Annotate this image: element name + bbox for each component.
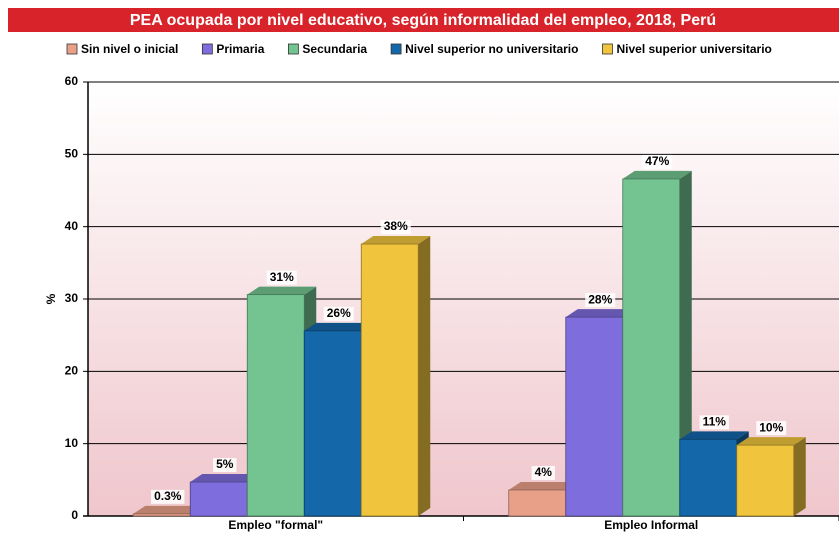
data-label: 11% bbox=[703, 414, 727, 428]
bar bbox=[360, 243, 419, 517]
bar-top bbox=[133, 505, 203, 514]
legend-label: Secundaria bbox=[302, 42, 367, 56]
y-tick-label: 60 bbox=[65, 74, 79, 88]
bar bbox=[189, 481, 248, 517]
legend: Sin nivel o inicial Primaria Secundaria Niv… bbox=[66, 42, 772, 56]
bar bbox=[736, 444, 795, 517]
legend-swatch bbox=[602, 43, 613, 55]
bar-top bbox=[736, 437, 806, 446]
bar bbox=[565, 316, 624, 517]
bar bbox=[679, 438, 738, 517]
y-tick-label: 0 bbox=[71, 508, 78, 522]
x-tick-label: Empleo "formal" bbox=[228, 518, 323, 532]
data-label: 26% bbox=[327, 306, 351, 320]
chart-title: PEA ocupada por nivel educativo, según i… bbox=[130, 12, 716, 29]
y-tick-label: 10 bbox=[65, 436, 79, 450]
legend-swatch bbox=[390, 43, 402, 55]
data-label-bg bbox=[151, 489, 185, 504]
data-label-bg bbox=[213, 458, 237, 473]
legend-swatch bbox=[287, 43, 299, 55]
data-label-bg bbox=[756, 421, 787, 436]
bar-top bbox=[679, 431, 749, 440]
y-tick-label: 40 bbox=[65, 219, 79, 233]
bar-top bbox=[622, 170, 692, 179]
data-label-bg bbox=[323, 306, 354, 321]
bar bbox=[246, 294, 305, 517]
bar-top bbox=[304, 322, 374, 331]
bar-top bbox=[508, 481, 578, 490]
bar-top bbox=[565, 309, 635, 318]
data-label: 10% bbox=[759, 420, 783, 434]
bar-top bbox=[190, 474, 260, 483]
bar-top bbox=[361, 236, 431, 245]
data-label: 0.3% bbox=[154, 489, 182, 503]
y-tick-label: 50 bbox=[65, 147, 79, 161]
data-label-bg bbox=[642, 154, 673, 169]
legend-swatch bbox=[66, 43, 78, 55]
y-tick-label: 20 bbox=[65, 364, 79, 378]
bar bbox=[132, 513, 191, 517]
data-label: 47% bbox=[645, 154, 669, 168]
data-label: 5% bbox=[216, 457, 234, 471]
title-bar bbox=[8, 8, 839, 32]
bar bbox=[622, 178, 681, 517]
legend-swatch bbox=[201, 43, 213, 55]
data-label-bg bbox=[699, 415, 729, 430]
legend-label: Sin nivel o inicial bbox=[81, 42, 178, 56]
y-axis-label: % bbox=[44, 293, 58, 304]
data-label: 38% bbox=[384, 219, 408, 233]
data-label: 28% bbox=[588, 292, 612, 306]
legend-label: Nivel superior no universitario bbox=[405, 42, 578, 56]
bar-top bbox=[247, 286, 317, 295]
x-tick-label: Empleo Informal bbox=[604, 518, 698, 532]
bar-side bbox=[418, 236, 431, 516]
bar bbox=[508, 489, 567, 517]
legend-label: Nivel superior universitario bbox=[616, 42, 771, 56]
data-label-bg bbox=[585, 293, 616, 308]
data-label-bg bbox=[531, 465, 555, 480]
data-label-bg bbox=[266, 270, 297, 285]
data-label-bg bbox=[380, 220, 411, 235]
bar-side bbox=[679, 170, 692, 516]
bar bbox=[303, 330, 362, 517]
bar-side bbox=[793, 437, 806, 516]
data-label: 4% bbox=[535, 465, 553, 479]
data-label: 31% bbox=[270, 270, 294, 284]
legend-label: Primaria bbox=[216, 42, 264, 56]
y-tick-label: 30 bbox=[65, 291, 79, 305]
